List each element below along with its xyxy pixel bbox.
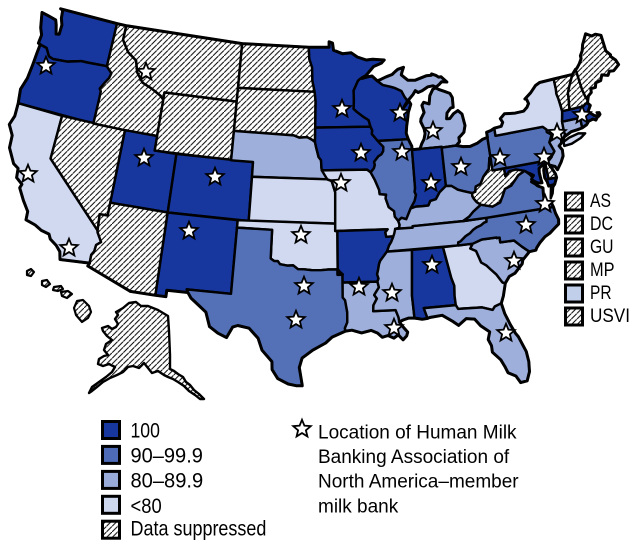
svg-text:milk bank: milk bank (318, 496, 399, 517)
svg-text:<80: <80 (131, 494, 162, 518)
svg-text:90–99.9: 90–99.9 (131, 444, 203, 468)
svg-text:North America–member: North America–member (318, 472, 519, 493)
svg-text:PR: PR (590, 283, 612, 304)
svg-text:MP: MP (590, 260, 615, 281)
svg-text:GU: GU (590, 237, 614, 258)
svg-text:Location of Human Milk: Location of Human Milk (318, 423, 517, 444)
svg-text:Data suppressed: Data suppressed (131, 517, 267, 541)
svg-text:USVI: USVI (590, 306, 630, 327)
svg-text:100: 100 (131, 419, 160, 443)
svg-text:AS: AS (590, 191, 611, 212)
svg-text:DC: DC (590, 214, 613, 235)
svg-text:80–89.9: 80–89.9 (131, 469, 204, 493)
svg-text:Banking Association of: Banking Association of (318, 447, 510, 468)
